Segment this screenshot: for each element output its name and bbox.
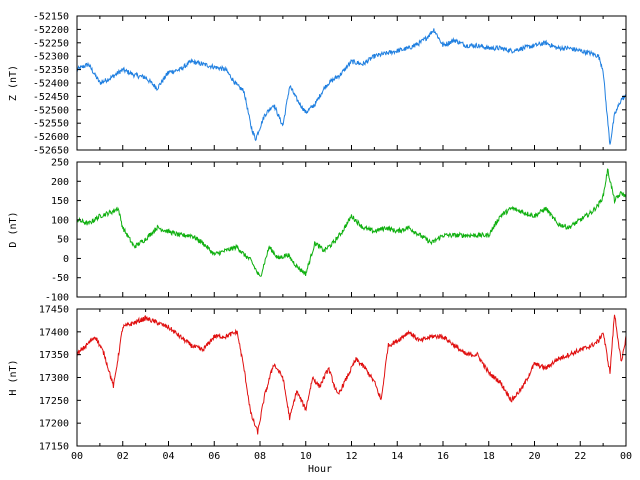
y-tick-label-1-9: -52600 — [33, 132, 69, 143]
y-tick-label-1-4: -52350 — [33, 65, 69, 76]
plot-frame-2 — [76, 161, 627, 298]
x-tick-label-5: 10 — [300, 451, 312, 462]
y-tick-label-1-10: -52650 — [33, 146, 69, 157]
y-tick-label-1-3: -52300 — [33, 52, 69, 63]
y-tick-label-2-4: 50 — [57, 235, 69, 246]
y-tick-label-2-7: -100 — [45, 293, 69, 304]
x-tick-label-3: 06 — [208, 451, 220, 462]
x-tick-label-11: 22 — [574, 451, 586, 462]
y-tick-label-3-3: 17300 — [39, 373, 69, 384]
x-tick-label-4: 08 — [254, 451, 266, 462]
y-axis-label-3: H (nT) — [8, 359, 19, 395]
y-tick-label-2-3: 100 — [51, 215, 69, 226]
y-tick-label-2-0: 250 — [51, 158, 69, 169]
y-tick-label-3-2: 17350 — [39, 350, 69, 361]
x-tick-label-9: 18 — [483, 451, 495, 462]
x-tick-label-6: 12 — [345, 451, 357, 462]
y-tick-label-3-0: 17450 — [39, 305, 69, 316]
y-axis-label-2: D (nT) — [8, 211, 19, 247]
x-tick-label-12: 00 — [620, 451, 632, 462]
y-axis-label-1: Z (nT) — [8, 65, 19, 101]
y-tick-label-3-6: 17150 — [39, 442, 69, 453]
x-tick-label-10: 20 — [528, 451, 540, 462]
x-tick-label-1: 02 — [117, 451, 129, 462]
panel-1: -52150 -52200 -52250 -52300 -52350 -52400 -524… — [8, 12, 627, 157]
x-tick-label-7: 14 — [391, 451, 403, 462]
panel-3: 17450 17400 17350 17300 17250 17200 17150 H (nT… — [8, 305, 627, 453]
x-tick-label-0: 00 — [71, 451, 83, 462]
y-tick-label-2-6: -50 — [51, 273, 69, 284]
y-tick-label-3-5: 17200 — [39, 419, 69, 430]
y-tick-label-2-2: 150 — [51, 196, 69, 207]
y-tick-label-2-1: 200 — [51, 177, 69, 188]
x-axis-label: Hour — [308, 464, 332, 475]
x-axis: 00 02 04 06 08 10 12 14 16 18 20 22 00 — [71, 451, 632, 462]
panel-2: 250 200 150 100 50 0 -50 -100 D (nT) — [8, 158, 627, 304]
y-tick-label-2-5: 0 — [63, 254, 69, 265]
y-tick-label-1-5: -52400 — [33, 79, 69, 90]
y-tick-label-1-2: -52250 — [33, 38, 69, 49]
x-tick-label-2: 04 — [162, 451, 174, 462]
y-tick-label-1-1: -52200 — [33, 25, 69, 36]
y-tick-label-1-0: -52150 — [33, 12, 69, 23]
plot-frame-3 — [76, 308, 627, 447]
series-line-1 — [76, 28, 627, 145]
y-tick-label-1-6: -52450 — [33, 92, 69, 103]
series-line-3 — [76, 314, 627, 435]
y-tick-label-3-4: 17250 — [39, 396, 69, 407]
y-tick-label-1-7: -52500 — [33, 105, 69, 116]
y-tick-label-1-8: -52550 — [33, 119, 69, 130]
x-tick-label-8: 16 — [437, 451, 449, 462]
panels-group: -52150 -52200 -52250 -52300 -52350 -52400 -524… — [8, 12, 627, 453]
series-line-2 — [76, 168, 627, 277]
y-tick-label-3-1: 17400 — [39, 327, 69, 338]
plot-frame-1 — [76, 15, 627, 151]
